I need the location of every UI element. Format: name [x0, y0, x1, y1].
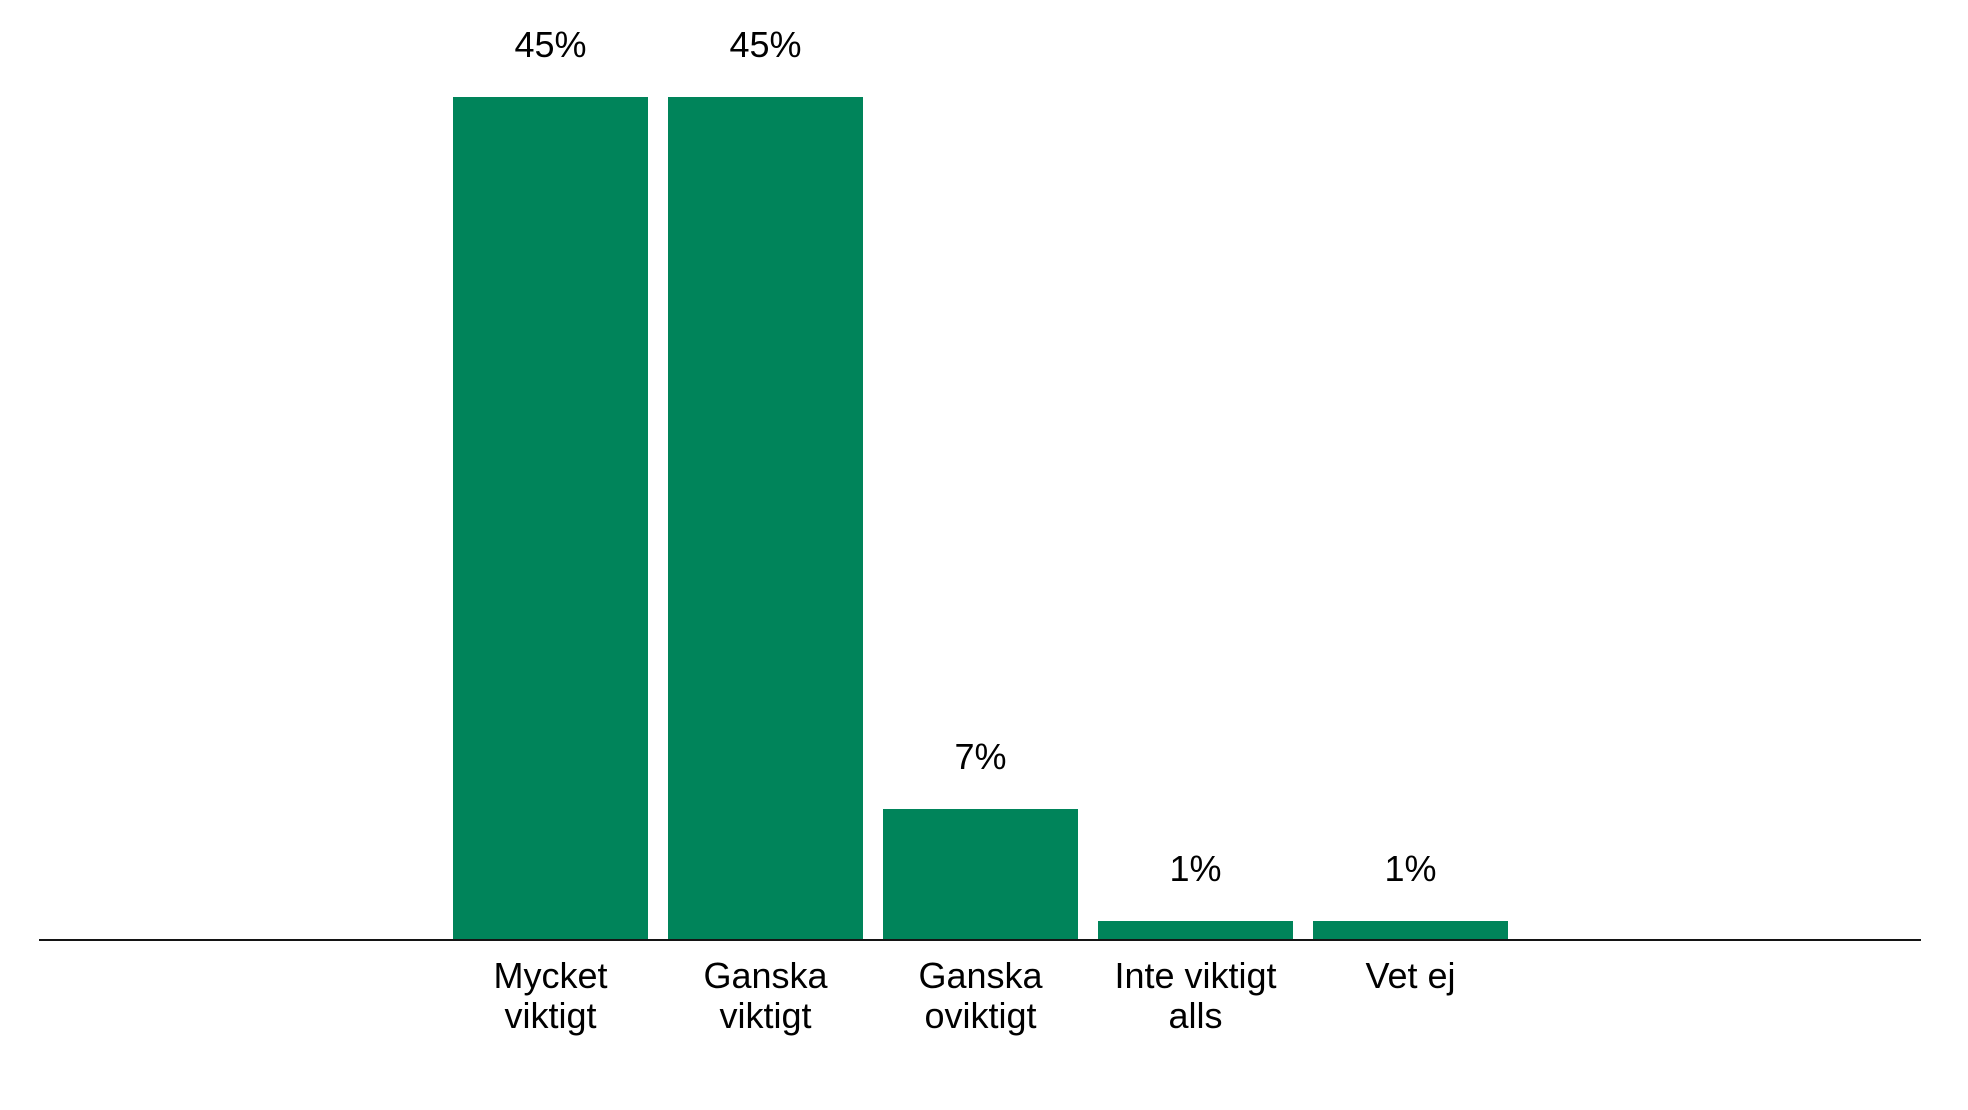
x-axis-label: Vet ej [1271, 956, 1551, 996]
x-axis-label: Mycket viktigt [411, 956, 691, 1036]
x-axis-label-line: Ganska [703, 955, 828, 996]
x-axis-label-line: Inte viktigt [1114, 955, 1277, 996]
x-axis-label-line: Vet ej [1365, 955, 1456, 996]
x-axis-label: Ganska oviktigt [841, 956, 1121, 1036]
bar [453, 97, 648, 940]
bar-value-label: 7% [954, 736, 1007, 777]
x-axis-label: Inte viktigt alls [1056, 956, 1336, 1036]
bar [1313, 921, 1508, 940]
x-axis-label-line: viktigt [719, 995, 812, 1036]
x-axis-label-line: oviktigt [924, 995, 1037, 1036]
bar-value-label: 1% [1384, 848, 1437, 889]
x-axis-label-line: alls [1168, 995, 1223, 1036]
x-axis-label-line: Ganska [918, 955, 1043, 996]
bar-value-label: 45% [729, 24, 802, 65]
x-axis-label-line: Mycket [493, 955, 608, 996]
x-axis-label-line: viktigt [504, 995, 597, 1036]
bar [668, 97, 863, 940]
x-axis-line [39, 939, 1921, 941]
bar-value-label: 1% [1169, 848, 1222, 889]
x-axis-label: Ganska viktigt [626, 956, 906, 1036]
bar [1098, 921, 1293, 940]
bar [883, 809, 1078, 940]
bar-value-label: 45% [514, 24, 587, 65]
